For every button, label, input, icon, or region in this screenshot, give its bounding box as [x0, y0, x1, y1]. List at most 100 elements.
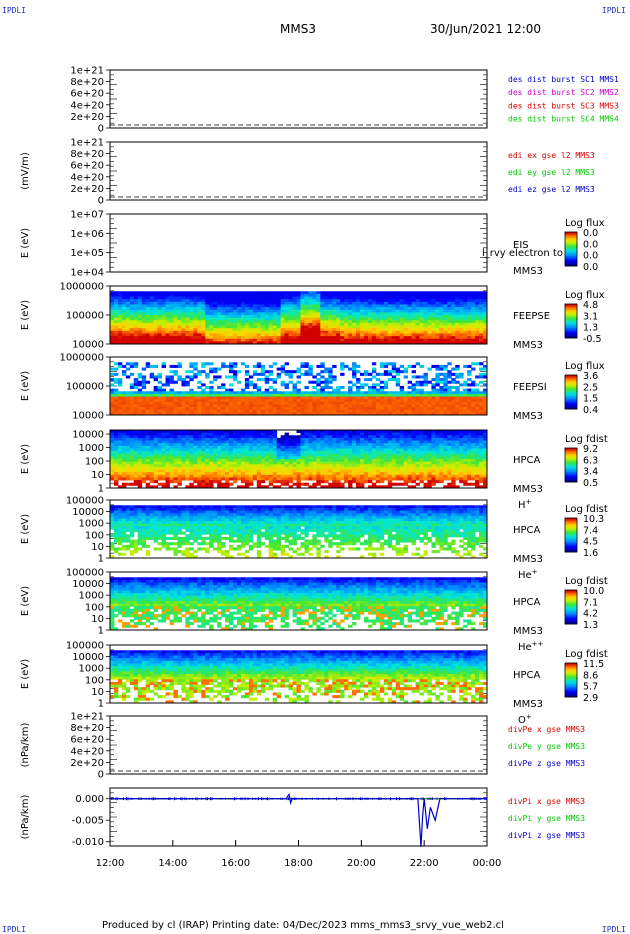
- spectrogram-cell: [161, 296, 166, 300]
- spectrogram-cell: [125, 412, 131, 416]
- spectrogram-cell: [292, 469, 297, 473]
- spectrogram-cell: [189, 312, 194, 316]
- spectrogram-cell: [240, 412, 246, 416]
- spectrogram-cell: [371, 466, 377, 470]
- spectrogram-cell: [467, 393, 472, 397]
- spectrogram-cell: [352, 443, 357, 447]
- spectrogram-cell: [197, 293, 202, 297]
- spectrogram-cell: [221, 293, 226, 297]
- spectrogram-cell: [467, 317, 472, 321]
- spectrogram-cell: [145, 325, 151, 329]
- spectrogram-cell: [173, 322, 178, 326]
- spectrogram-cell: [296, 445, 301, 449]
- spectrogram-cell: [133, 291, 139, 295]
- spectrogram-cell: [244, 296, 250, 300]
- spectrogram-cell: [268, 372, 274, 376]
- colorbar-cell: [565, 382, 577, 384]
- spectrogram-cell: [153, 401, 159, 405]
- spectrogram-cell: [304, 370, 309, 374]
- colorbar-cell: [565, 403, 577, 406]
- spectrogram-cell: [209, 477, 214, 481]
- spectrogram-cell: [387, 293, 393, 297]
- spectrogram-cell: [423, 409, 428, 413]
- y-tick-label: 0: [98, 124, 104, 135]
- spectrogram-cell: [300, 338, 305, 342]
- spectrogram-cell: [252, 320, 258, 324]
- spectrogram-cell: [296, 477, 301, 481]
- spectrogram-cell: [316, 388, 321, 392]
- spectrogram-cell: [463, 391, 468, 395]
- spectrogram-cell: [463, 407, 468, 411]
- spectrogram-cell: [455, 409, 460, 413]
- spectrogram-cell: [316, 330, 321, 334]
- instrument-label: EIS: [513, 240, 529, 251]
- spectrogram-cell: [360, 407, 365, 411]
- spectrogram-cell: [336, 477, 341, 481]
- spectrogram-cell: [455, 367, 460, 371]
- spectrogram-cell: [193, 440, 198, 444]
- spectrogram-cell: [145, 293, 151, 297]
- spectrogram-cell: [367, 309, 373, 313]
- spectrogram-cell: [379, 296, 385, 300]
- spectrogram-cell: [423, 399, 428, 403]
- spectrogram-cell: [467, 409, 472, 413]
- spectrogram-cell: [201, 453, 206, 457]
- spectrogram-cell: [363, 440, 369, 444]
- spectrogram-cell: [312, 443, 317, 447]
- spectrogram-cell: [447, 412, 452, 416]
- spectrogram-cell: [328, 315, 333, 319]
- spectrogram-cell: [252, 328, 258, 332]
- spectrogram-cell: [276, 333, 282, 337]
- spectrogram-cell: [233, 304, 238, 308]
- spectrogram-cell: [371, 293, 377, 297]
- spectrogram-cell: [479, 330, 484, 334]
- spectrogram-cell: [125, 317, 131, 321]
- spectrogram-cell: [209, 437, 214, 441]
- spectrogram-cell: [292, 293, 297, 297]
- spectrogram-cell: [467, 322, 472, 326]
- spectrogram-cell: [217, 443, 222, 447]
- spectrogram-cell: [455, 312, 460, 316]
- colorbar-tick-label: 0.0: [583, 251, 598, 262]
- spectrogram-cell: [403, 296, 409, 300]
- spectrogram-cell: [252, 399, 258, 403]
- spectrogram-cell: [395, 391, 401, 395]
- spectrogram-cell: [371, 485, 377, 489]
- spectrogram-cell: [229, 375, 234, 379]
- spectrogram-cell: [129, 320, 135, 324]
- spectrogram-cell: [141, 432, 147, 436]
- spectrogram-cell: [415, 291, 420, 295]
- spectrogram-cell: [340, 482, 345, 486]
- spectrogram-cell: [443, 380, 448, 384]
- colorbar-cell: [565, 232, 577, 234]
- spectrogram-cell: [244, 466, 250, 470]
- spectrogram-cell: [340, 322, 345, 326]
- spectrogram-cell: [356, 304, 361, 308]
- spectrogram-cell: [383, 296, 389, 300]
- spectrogram-cell: [304, 362, 309, 366]
- spectrogram-cell: [117, 401, 123, 405]
- spectrogram-cell: [213, 466, 218, 470]
- spectrogram-cell: [268, 407, 274, 411]
- spectrogram-cell: [256, 430, 262, 434]
- spectrogram-cell: [133, 312, 139, 316]
- spacecraft-label: MMS3: [513, 266, 543, 277]
- spectrogram-cell: [304, 464, 309, 468]
- spectrogram-cell: [296, 315, 301, 319]
- spectrogram-cell: [256, 372, 262, 376]
- spectrogram-cell: [125, 453, 131, 457]
- spectrogram-cell: [229, 430, 234, 434]
- spectrogram-cell: [352, 472, 357, 476]
- spectrogram-cell: [141, 315, 147, 319]
- spectrogram-cell: [149, 404, 155, 408]
- spectrogram-cell: [308, 469, 313, 473]
- spectrogram-cell: [189, 304, 194, 308]
- spectrogram-cell: [225, 307, 230, 311]
- spectrogram-cell: [133, 459, 139, 463]
- y-tick-label: 10000: [72, 411, 104, 422]
- spectrogram-cell: [165, 383, 170, 387]
- spectrogram-cell: [173, 293, 178, 297]
- spectrogram-cell: [324, 341, 329, 345]
- spectrogram-cell: [121, 412, 127, 416]
- spectrogram-cell: [197, 372, 202, 376]
